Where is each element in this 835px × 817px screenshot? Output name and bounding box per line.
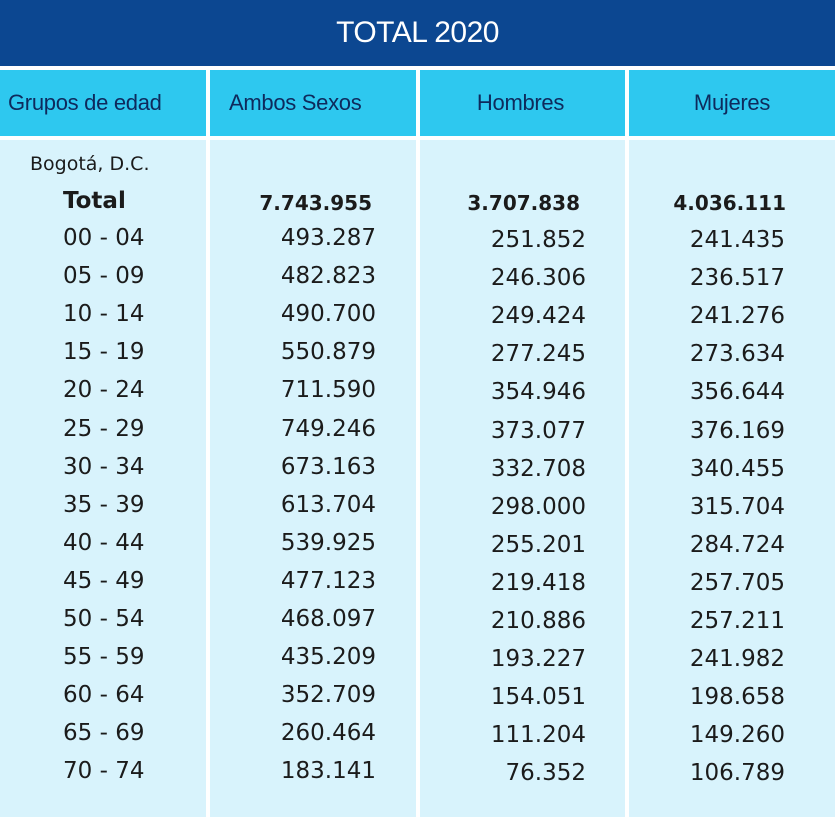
row-hombres: 277.245 — [490, 341, 586, 367]
row-ambos-sexos: 435.209 — [280, 644, 376, 670]
row-grupo-de-edad: 30 - 34 — [63, 454, 145, 480]
row-grupo-de-edad: 70 - 74 — [63, 758, 145, 784]
row-hombres: 219.418 — [490, 570, 586, 596]
header-ambos-sexos: Ambos Sexos — [210, 70, 416, 136]
row-mujeres: 284.724 — [689, 532, 785, 558]
row-mujeres: 315.704 — [689, 494, 785, 520]
total-label: Total — [63, 188, 126, 214]
total-mujeres: 4.036.111 — [673, 191, 786, 215]
row-mujeres: 257.211 — [689, 608, 785, 634]
row-ambos-sexos: 673.163 — [280, 454, 376, 480]
row-ambos-sexos: 550.879 — [280, 339, 376, 365]
row-mujeres: 236.517 — [689, 265, 785, 291]
row-grupo-de-edad: 35 - 39 — [63, 492, 145, 518]
row-ambos-sexos: 352.709 — [280, 682, 376, 708]
row-grupo-de-edad: 15 - 19 — [63, 339, 145, 365]
row-ambos-sexos: 183.141 — [280, 758, 376, 784]
row-hombres: 255.201 — [490, 532, 586, 558]
row-ambos-sexos: 482.823 — [280, 263, 376, 289]
row-hombres: 373.077 — [490, 418, 586, 444]
row-ambos-sexos: 539.925 — [280, 530, 376, 556]
row-grupo-de-edad: 00 - 04 — [63, 225, 145, 251]
row-ambos-sexos: 260.464 — [280, 720, 376, 746]
row-grupo-de-edad: 55 - 59 — [63, 644, 145, 670]
total-ambos-sexos: 7.743.955 — [259, 191, 372, 215]
row-hombres: 249.424 — [490, 303, 586, 329]
row-hombres: 298.000 — [490, 494, 586, 520]
row-hombres: 251.852 — [490, 227, 586, 253]
column-hombres — [420, 140, 625, 817]
row-ambos-sexos: 613.704 — [280, 492, 376, 518]
row-grupo-de-edad: 45 - 49 — [63, 568, 145, 594]
column-ambos-sexos — [210, 140, 416, 817]
row-mujeres: 273.634 — [689, 341, 785, 367]
table-title: TOTAL 2020 — [0, 0, 835, 66]
header-hombres: Hombres — [420, 70, 625, 136]
column-mujeres — [629, 140, 835, 817]
row-ambos-sexos: 490.700 — [280, 301, 376, 327]
row-grupo-de-edad: 65 - 69 — [63, 720, 145, 746]
row-hombres: 354.946 — [490, 379, 586, 405]
row-grupo-de-edad: 60 - 64 — [63, 682, 145, 708]
row-grupo-de-edad: 10 - 14 — [63, 301, 145, 327]
row-grupo-de-edad: 25 - 29 — [63, 416, 145, 442]
row-grupo-de-edad: 05 - 09 — [63, 263, 145, 289]
row-mujeres: 149.260 — [689, 722, 785, 748]
row-grupo-de-edad: 20 - 24 — [63, 377, 145, 403]
row-mujeres: 241.276 — [689, 303, 785, 329]
total-hombres: 3.707.838 — [467, 191, 580, 215]
row-mujeres: 198.658 — [689, 684, 785, 710]
section-label: Bogotá, D.C. — [30, 153, 150, 175]
row-hombres: 111.204 — [490, 722, 586, 748]
row-ambos-sexos: 493.287 — [280, 225, 376, 251]
row-hombres: 332.708 — [490, 456, 586, 482]
row-hombres: 76.352 — [505, 760, 586, 786]
row-mujeres: 241.982 — [689, 646, 785, 672]
row-mujeres: 376.169 — [689, 418, 785, 444]
row-hombres: 246.306 — [490, 265, 586, 291]
row-ambos-sexos: 468.097 — [280, 606, 376, 632]
column-grupos-de-edad — [0, 140, 206, 817]
row-ambos-sexos: 749.246 — [280, 416, 376, 442]
row-mujeres: 356.644 — [689, 379, 785, 405]
row-hombres: 193.227 — [490, 646, 586, 672]
row-hombres: 154.051 — [490, 684, 586, 710]
row-mujeres: 340.455 — [689, 456, 785, 482]
row-mujeres: 257.705 — [689, 570, 785, 596]
row-grupo-de-edad: 50 - 54 — [63, 606, 145, 632]
row-mujeres: 241.435 — [689, 227, 785, 253]
row-hombres: 210.886 — [490, 608, 586, 634]
header-mujeres: Mujeres — [629, 70, 835, 136]
row-grupo-de-edad: 40 - 44 — [63, 530, 145, 556]
row-ambos-sexos: 477.123 — [280, 568, 376, 594]
header-grupos-de-edad: Grupos de edad — [0, 70, 206, 136]
row-mujeres: 106.789 — [689, 760, 785, 786]
row-ambos-sexos: 711.590 — [280, 377, 376, 403]
